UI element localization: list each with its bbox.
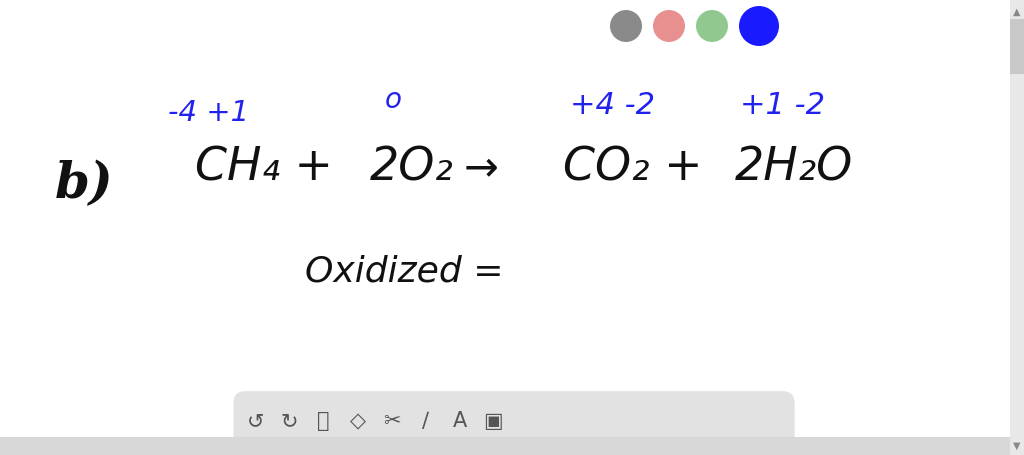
Text: ▼: ▼ xyxy=(1014,440,1021,450)
FancyBboxPatch shape xyxy=(233,391,795,453)
Text: ↺: ↺ xyxy=(247,410,264,430)
Text: ⤷: ⤷ xyxy=(317,410,330,430)
Text: +4 -2: +4 -2 xyxy=(570,90,655,119)
Text: ✂: ✂ xyxy=(383,410,400,430)
Circle shape xyxy=(696,11,728,43)
Text: -4 +1: -4 +1 xyxy=(168,99,249,127)
Text: b): b) xyxy=(55,160,114,209)
Text: →: → xyxy=(464,147,499,188)
Circle shape xyxy=(610,11,642,43)
Text: 2O₂: 2O₂ xyxy=(370,145,454,190)
Text: ▲: ▲ xyxy=(1014,7,1021,17)
Text: o: o xyxy=(385,86,402,114)
Text: +1 -2: +1 -2 xyxy=(740,90,825,119)
Text: ◇: ◇ xyxy=(349,410,366,430)
Text: A: A xyxy=(453,410,467,430)
Text: CH₄ +: CH₄ + xyxy=(195,145,333,190)
Text: ↻: ↻ xyxy=(281,410,298,430)
Text: CO₂ +: CO₂ + xyxy=(563,145,702,190)
Bar xyxy=(1010,0,1024,455)
Text: 2H₂O: 2H₂O xyxy=(735,145,853,190)
Text: ▣: ▣ xyxy=(483,410,504,430)
Bar xyxy=(0,437,1010,455)
Bar xyxy=(0,437,1010,455)
Text: Oxidized =: Oxidized = xyxy=(305,254,504,288)
Text: ∕: ∕ xyxy=(422,410,429,430)
Circle shape xyxy=(653,11,685,43)
Bar xyxy=(1010,20,1024,75)
Circle shape xyxy=(739,7,779,47)
